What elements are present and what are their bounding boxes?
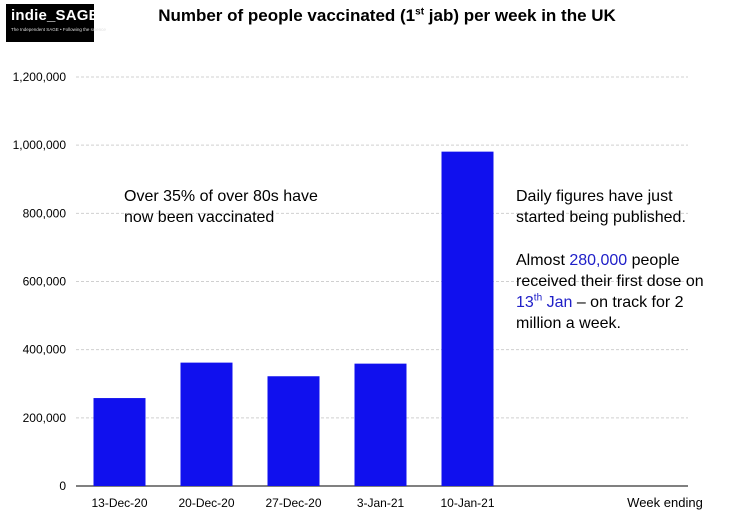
x-tick-label: 10-Jan-21	[440, 496, 494, 510]
annotation-date-month: Jan	[542, 294, 573, 311]
logo-tagline: The Independent SAGE • Following the sci…	[11, 27, 106, 32]
y-tick-label: 800,000	[23, 206, 67, 220]
annotation-right: Daily figures have just started being pu…	[516, 186, 704, 334]
annotation-left-line2: now been vaccinated	[124, 209, 275, 226]
y-tick-label: 400,000	[23, 343, 67, 357]
bar	[441, 151, 494, 486]
y-tick-label: 1,200,000	[13, 70, 67, 84]
chart-title: Number of people vaccinated (1st jab) pe…	[0, 6, 734, 26]
annotation-right-p2-line1: Almost 280,000 people	[516, 250, 704, 271]
annotation-date: 13th Jan	[516, 292, 573, 311]
indie-sage-logo: indie_SAGE The Independent SAGE • Follow…	[6, 4, 106, 42]
y-tick-label: 0	[59, 479, 66, 493]
annotation-right-p2-line3: 13th Jan – on track for 2	[516, 292, 704, 313]
chart-title-pre: Number of people vaccinated (1	[158, 6, 416, 25]
annotation-date-day: 13	[516, 294, 534, 311]
chart-title-sup: st	[415, 6, 425, 18]
chart-title-post: jab) per week in the UK	[424, 6, 616, 25]
y-tick-label: 1,000,000	[13, 138, 67, 152]
x-tick-label: 13-Dec-20	[91, 496, 147, 510]
annotation-left-line1: Over 35% of over 80s have	[124, 188, 318, 205]
bar	[267, 376, 320, 486]
annotation-left: Over 35% of over 80s have now been vacci…	[124, 186, 318, 228]
logo-name: indie_SAGE	[11, 7, 99, 24]
y-tick-label: 600,000	[23, 275, 67, 289]
bar	[93, 398, 146, 486]
bar	[354, 363, 407, 486]
x-tick-label: 3-Jan-21	[357, 496, 405, 510]
annotation-right-p1-line1: Daily figures have just	[516, 188, 673, 205]
x-axis-title: Week ending	[627, 495, 703, 510]
bar	[180, 362, 233, 486]
annotation-right-p1-line2: started being published.	[516, 209, 686, 226]
y-tick-label: 200,000	[23, 411, 67, 425]
annotation-almost: Almost	[516, 252, 570, 269]
x-tick-label: 20-Dec-20	[178, 496, 234, 510]
annotation-right-p2-line2: received their first dose on	[516, 273, 704, 290]
annotation-number: 280,000	[569, 252, 628, 269]
annotation-date-sup: th	[533, 292, 543, 304]
annotation-people: people	[627, 252, 680, 269]
annotation-right-p2-line4: million a week.	[516, 315, 621, 332]
annotation-on-track: – on track for 2	[572, 294, 684, 311]
x-tick-label: 27-Dec-20	[265, 496, 321, 510]
